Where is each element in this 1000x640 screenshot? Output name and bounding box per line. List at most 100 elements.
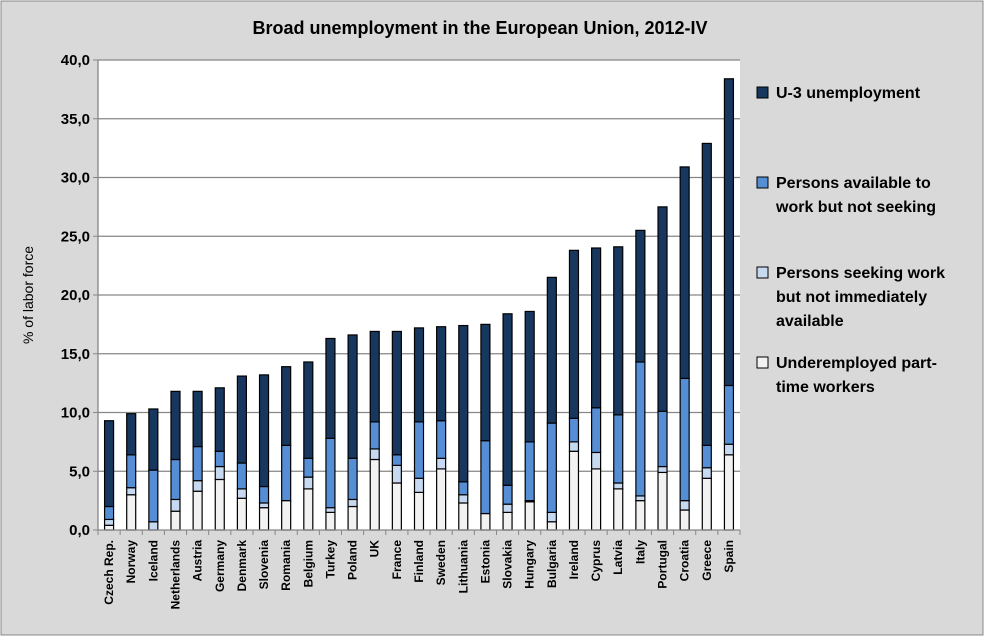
bar-segment-4 (170, 390, 181, 461)
bar-segment-1 (303, 488, 314, 531)
bar-stack (524, 310, 535, 531)
bar-segment-4 (126, 413, 137, 456)
bar-stack (126, 413, 137, 531)
bar-segment-4 (303, 361, 314, 459)
bar-stack (568, 249, 580, 531)
bar-segment-2 (170, 498, 181, 512)
bar-segment-1 (458, 502, 469, 531)
bar-segment-4 (524, 310, 535, 443)
bar-stack (413, 327, 425, 531)
bar-segment-3 (546, 422, 557, 513)
bar-segment-1 (236, 497, 247, 531)
bar-segment-3 (413, 421, 425, 479)
bar-segment-2 (236, 488, 247, 499)
legend-label: U-3 unemployment (776, 85, 921, 102)
bar-segment-2 (258, 502, 270, 509)
bar-segment-3 (148, 469, 159, 523)
x-tick-label: Lithuania (456, 540, 470, 594)
bar-segment-1 (391, 482, 402, 531)
legend-label: Underemployed part-time workers (776, 355, 937, 396)
bar-segment-3 (568, 417, 580, 443)
bar-segment-2 (568, 441, 580, 452)
bar-segment-2 (103, 518, 115, 526)
bar-segment-1 (103, 524, 115, 531)
bar-segment-2 (591, 451, 602, 470)
bar-stack (148, 408, 159, 531)
x-tick-label: Estonia (478, 540, 492, 584)
bar-segment-4 (236, 375, 247, 464)
bar-segment-3 (325, 437, 336, 509)
x-tick-label: Cyprus (589, 540, 603, 582)
bar-segment-4 (679, 166, 690, 380)
bar-stack (214, 387, 225, 531)
bar-segment-1 (657, 471, 668, 531)
bar-segment-4 (413, 327, 425, 423)
x-tick-label: Portugal (656, 540, 670, 589)
legend-swatch (756, 266, 769, 279)
bar-segment-3 (214, 450, 225, 468)
bar-segment-3 (458, 481, 469, 496)
bar-segment-4 (148, 408, 159, 471)
y-tick-label: 0,0 (69, 522, 90, 539)
x-tick-label: Latvia (611, 540, 625, 575)
bar-segment-3 (369, 421, 380, 450)
bar-segment-4 (258, 374, 270, 488)
bar-segment-3 (679, 377, 690, 502)
bar-segment-1 (524, 501, 535, 531)
bar-segment-4 (347, 334, 358, 459)
bar-stack (591, 247, 602, 531)
bar-segment-2 (546, 511, 557, 523)
bar-segment-3 (436, 420, 447, 459)
bar-stack (236, 375, 247, 531)
bar-segment-4 (657, 206, 668, 412)
bar-segment-1 (258, 507, 270, 531)
legend-item: Underemployed part-time workers (756, 355, 937, 396)
x-tick-label: Slovakia (501, 540, 515, 589)
x-tick-label: Sweden (434, 540, 448, 585)
x-tick-label: UK (368, 540, 382, 558)
bar-segment-2 (126, 487, 137, 496)
bar-stack (391, 330, 402, 531)
x-tick-label: Germany (213, 540, 227, 592)
bar-stack (613, 246, 624, 531)
bar-segment-1 (214, 478, 225, 531)
bar-stack (369, 330, 380, 531)
bar-segment-3 (657, 410, 668, 468)
bar-stack (502, 313, 513, 531)
bar-stack (170, 390, 181, 531)
bar-stack (347, 334, 358, 531)
bar-segment-3 (103, 505, 115, 521)
bar-segment-4 (103, 420, 115, 508)
bar-segment-3 (347, 457, 358, 501)
bar-segment-2 (436, 457, 447, 470)
bar-segment-2 (458, 494, 469, 504)
bar-segment-2 (613, 482, 624, 490)
x-tick-label: Belgium (301, 540, 315, 587)
bar-segment-3 (480, 440, 491, 515)
bar-stack (723, 78, 735, 531)
bar-stack (103, 420, 115, 531)
bar-segment-3 (236, 462, 247, 490)
bar-stack (325, 337, 336, 531)
x-tick-label: Italy (633, 540, 647, 564)
y-tick-label: 30,0 (61, 170, 90, 187)
bar-segment-4 (568, 249, 580, 419)
bar-segment-3 (303, 457, 314, 478)
bar-segment-3 (170, 458, 181, 501)
bar-segment-4 (214, 387, 225, 452)
bar-segment-4 (281, 366, 292, 446)
bar-segment-1 (546, 521, 557, 531)
y-tick-label: 5,0 (69, 463, 90, 480)
y-tick-label: 10,0 (61, 405, 90, 422)
bar-segment-4 (436, 326, 447, 422)
y-tick-label: 35,0 (61, 111, 90, 128)
y-tick-label: 40,0 (61, 52, 90, 69)
legend-item: Persons seeking work but not immediately a… (756, 265, 945, 330)
x-tick-label: Bulgaria (545, 540, 559, 588)
bar-segment-1 (369, 458, 380, 531)
bar-segment-4 (325, 337, 336, 439)
bar-segment-2 (325, 507, 336, 513)
bar-segment-2 (214, 465, 225, 481)
bar-segment-4 (369, 330, 380, 423)
